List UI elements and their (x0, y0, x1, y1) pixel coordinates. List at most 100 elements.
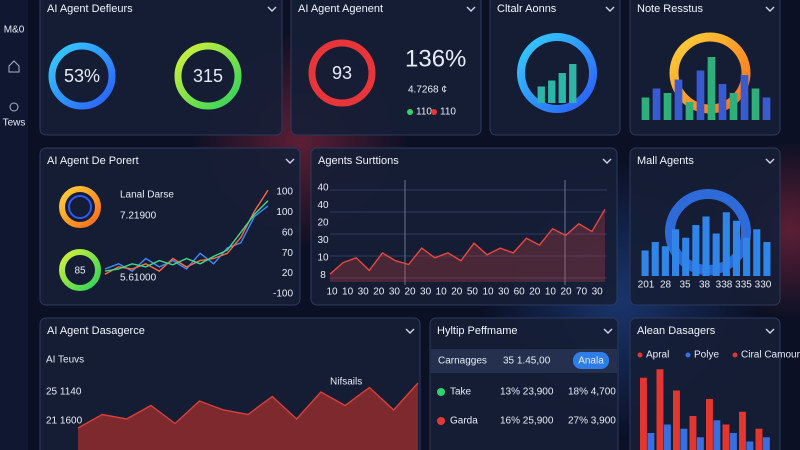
chevron[interactable] (765, 158, 775, 164)
table-cell: 16% 25,900 (500, 416, 554, 427)
x-label: 20 (529, 287, 541, 298)
x-label: 20 (404, 287, 416, 298)
y-label: 100 (276, 207, 293, 218)
y-label: 25 1140 (46, 387, 82, 398)
x-label: 10 (482, 287, 494, 298)
legend-dot (431, 109, 437, 115)
chevron[interactable] (405, 328, 415, 334)
bar (652, 88, 661, 120)
x-label: 30 (420, 287, 432, 298)
table-cell: Garda (450, 416, 478, 427)
bar (692, 225, 700, 276)
panel-title: AI Agent Dasagerce (47, 325, 145, 337)
legend-dot (685, 352, 691, 358)
legend-label: 110 (440, 107, 456, 118)
bar (647, 433, 655, 450)
legend-label: 110 (416, 107, 432, 118)
bar (685, 102, 694, 120)
ring (174, 42, 242, 110)
chevron[interactable] (285, 158, 295, 164)
donut-label: 93 (332, 63, 352, 83)
y-label: 100 (276, 187, 293, 198)
bar (673, 390, 680, 450)
bar (689, 416, 697, 450)
row-icon (437, 388, 445, 396)
bar (671, 229, 680, 276)
bar (713, 420, 721, 450)
panel-title: Alean Dasagers (637, 325, 716, 337)
x-label: 30 (498, 287, 510, 298)
chevron[interactable] (602, 158, 612, 164)
chevron[interactable] (466, 6, 476, 12)
annotation: Nifsails (330, 377, 362, 388)
bar (569, 64, 577, 103)
chevron[interactable] (765, 6, 775, 12)
ring (48, 42, 116, 110)
panel-title: AI Agent Defleurs (47, 3, 133, 15)
bar (753, 229, 761, 276)
table-cell: Take (450, 387, 472, 398)
bar (548, 80, 556, 103)
x-label: 201 (638, 280, 655, 291)
bar (751, 88, 760, 120)
legend-dot (637, 352, 643, 358)
x-label: 28 (660, 280, 672, 291)
panel (429, 317, 619, 450)
bar (651, 242, 659, 276)
area (78, 383, 418, 450)
donut-label: 315 (193, 66, 223, 86)
ring (59, 249, 101, 291)
button[interactable] (573, 352, 609, 369)
bar (707, 57, 716, 120)
bar (682, 237, 690, 276)
y-label: 40 (317, 200, 329, 211)
bar (696, 437, 704, 450)
y-label: 20 (317, 218, 329, 229)
stat-sub: 4.7268 ¢ (408, 85, 447, 96)
chevron[interactable] (603, 328, 613, 334)
x-label: 20 (560, 287, 572, 298)
bar (722, 212, 730, 276)
panel-title: AI Agent Agenent (298, 3, 383, 15)
ring (59, 186, 101, 228)
ring (308, 39, 376, 107)
chevron[interactable] (765, 328, 775, 334)
label: 5.61000 (120, 273, 157, 284)
x-label: 335 (735, 280, 752, 291)
y-label: -100 (273, 289, 293, 300)
panel-title: Agents Surttions (318, 155, 399, 167)
bar (640, 377, 647, 450)
bar (740, 75, 749, 120)
bar (755, 428, 763, 450)
bar (763, 242, 771, 276)
x-label: 60 (514, 287, 526, 298)
button-label[interactable]: Anala (578, 356, 604, 367)
table-cell: 18% 4,700 (568, 387, 616, 398)
bar (558, 73, 566, 103)
x-label: 338 (716, 280, 733, 291)
chevron[interactable] (267, 6, 277, 12)
table-cell: 27% 3,900 (568, 416, 616, 427)
panel-title: Mall Agents (637, 155, 694, 167)
x-label: 20 (451, 287, 463, 298)
panel-title: Cltalr Aonns (497, 3, 557, 15)
bar (641, 97, 650, 120)
bar (696, 70, 705, 120)
x-label: 30 (389, 287, 401, 298)
area (330, 209, 605, 282)
line (329, 208, 606, 275)
subtitle: AI Teuvs (46, 355, 84, 366)
line (104, 200, 269, 272)
nav-item: M&0 (4, 25, 25, 36)
y-label: 21 1600 (46, 416, 83, 427)
stat: 136% (405, 45, 466, 72)
x-label: 20 (373, 287, 385, 298)
user-icon (9, 102, 19, 112)
legend-label: Apral (646, 350, 669, 361)
panel-title: AI Agent De Porert (47, 155, 139, 167)
header-cell: 35 1.45,00 (503, 356, 551, 367)
x-label: 50 (467, 287, 479, 298)
panel (39, 147, 301, 306)
chevron[interactable] (605, 6, 615, 12)
